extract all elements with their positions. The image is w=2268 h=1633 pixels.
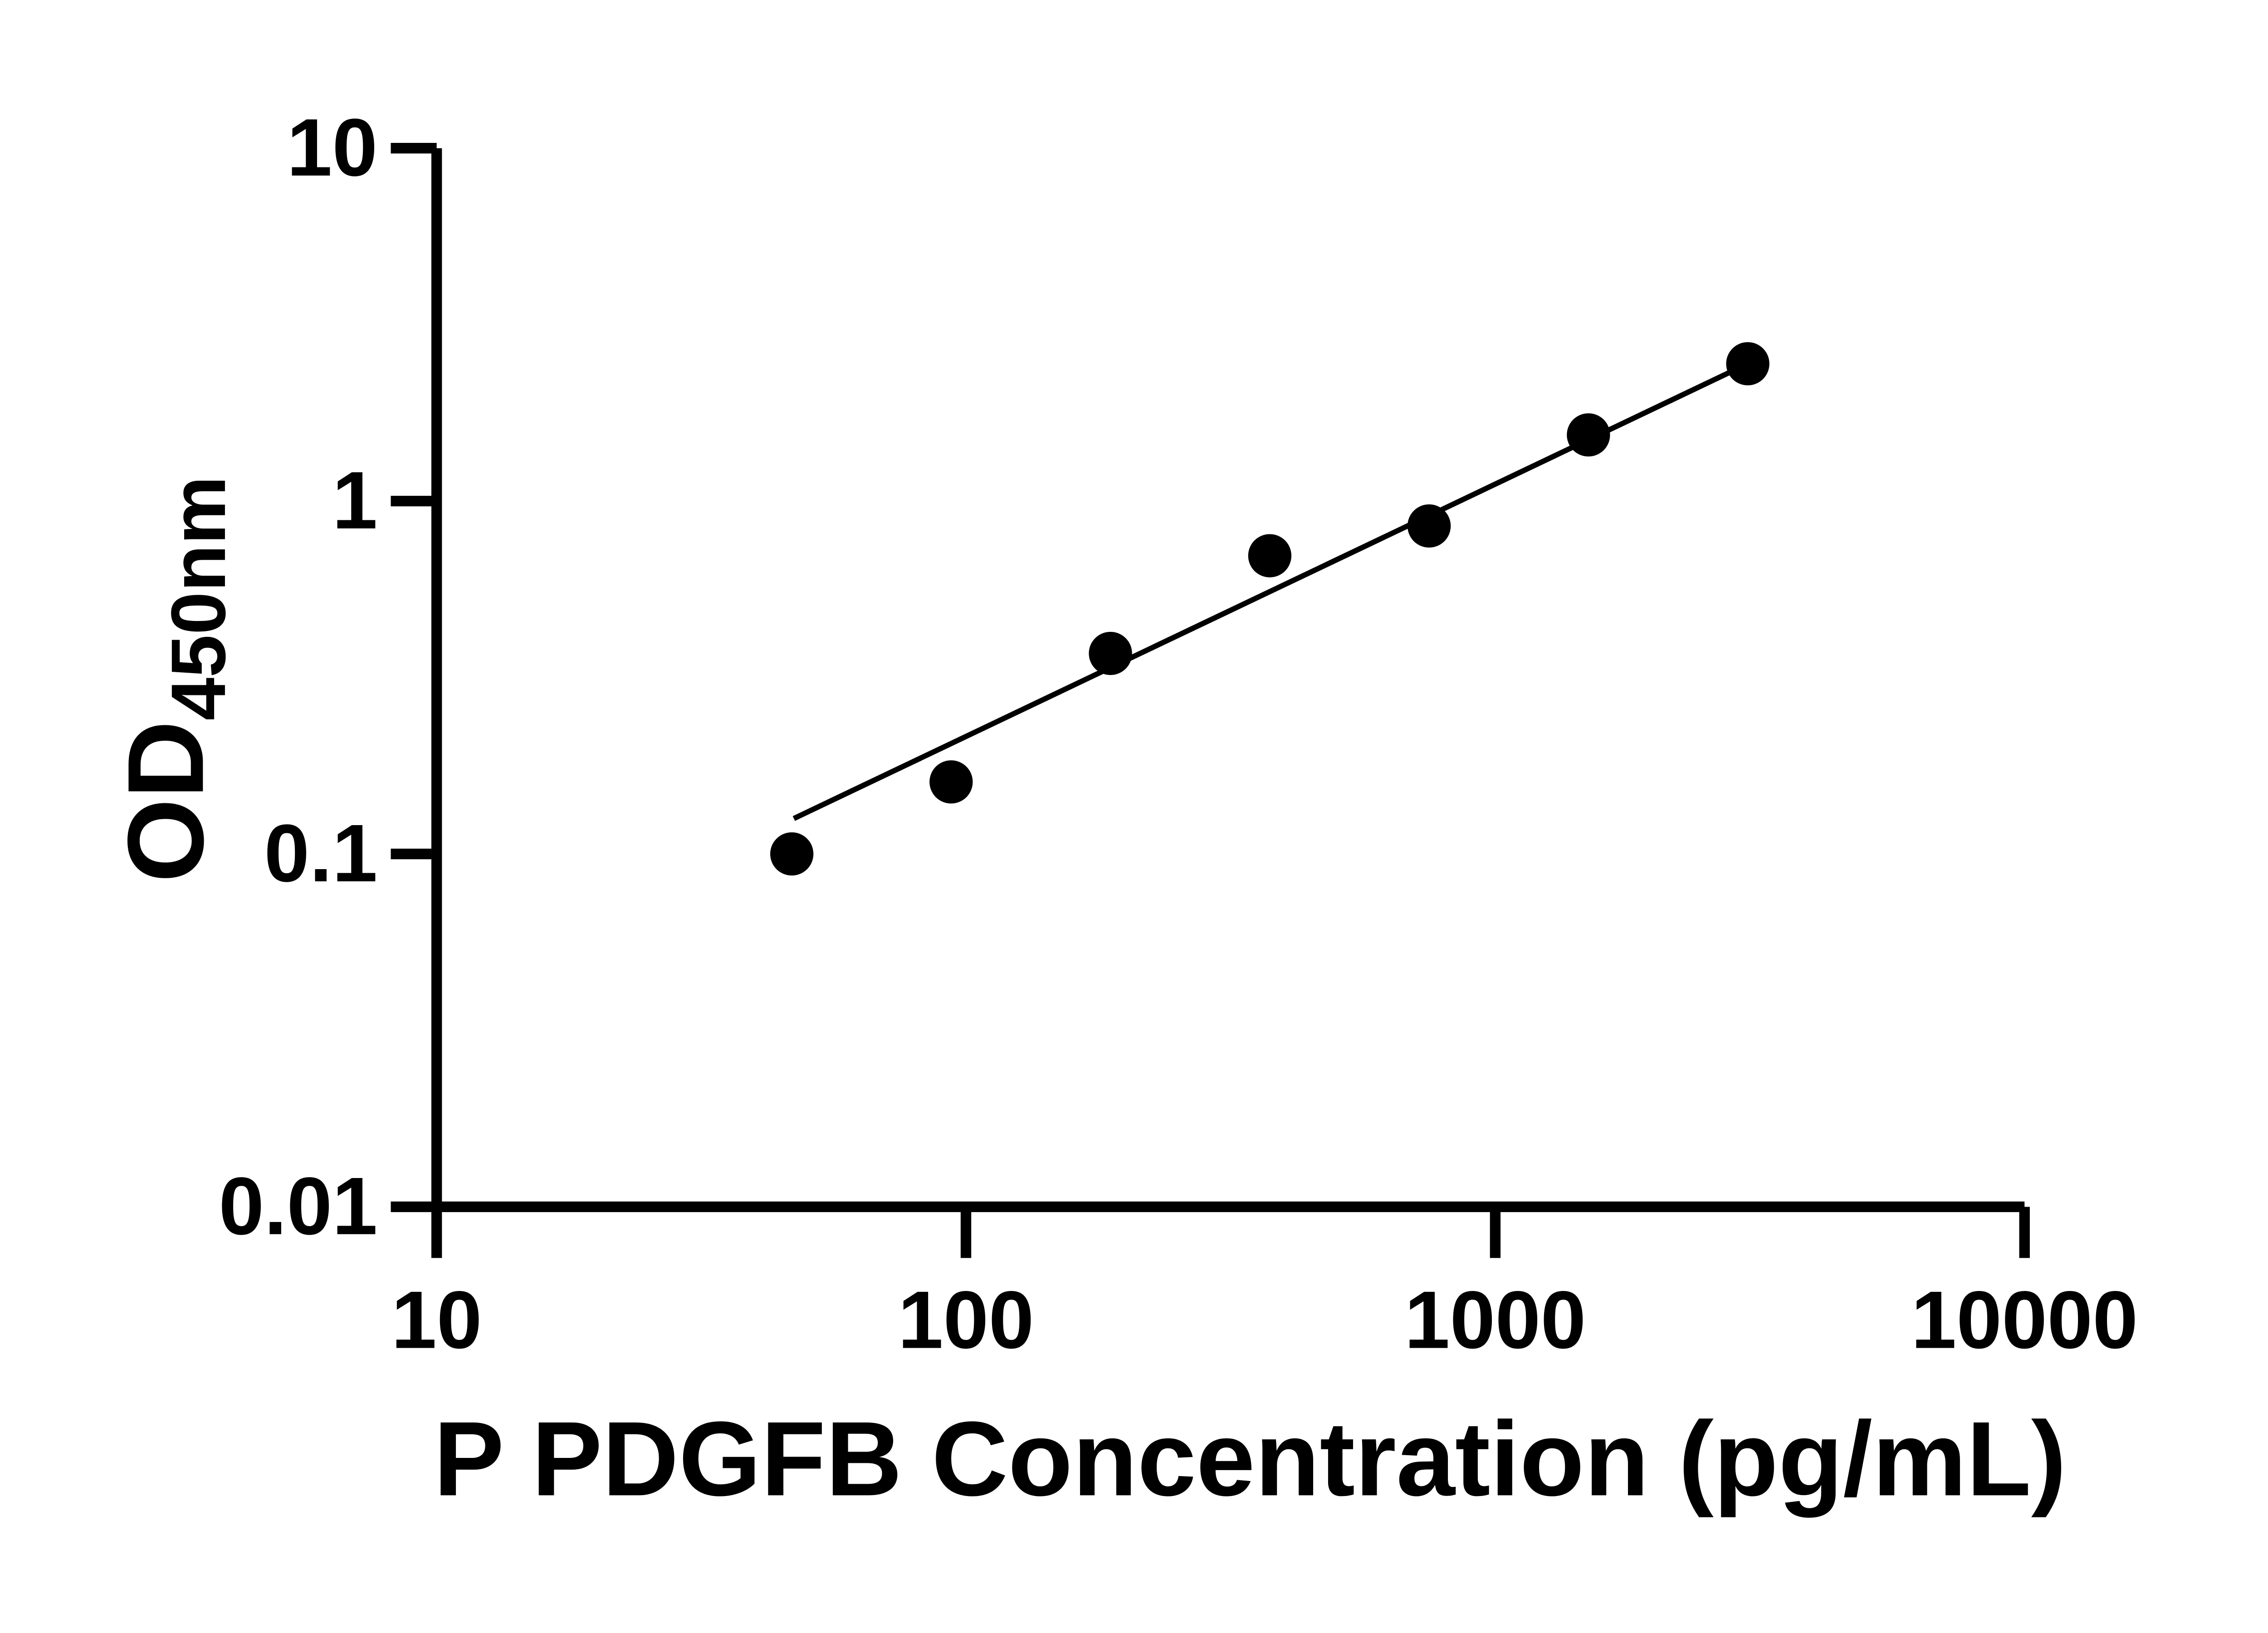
x-tick-label: 10000 [1911, 1275, 2138, 1366]
data-point [1407, 504, 1451, 548]
y-axis-label: OD450nm [105, 476, 242, 882]
data-point [1248, 534, 1291, 577]
data-point [1089, 631, 1132, 675]
axis-lines [431, 148, 2025, 1213]
x-axis-label: P PDGFB Concentration (pg/mL) [434, 1400, 2067, 1518]
x-tick-label: 10 [391, 1275, 482, 1366]
standard-curve-figure: 10 1 0.1 0.01 10 100 1000 10000 P PDGFB Concent… [105, 102, 2138, 1518]
x-tick-label: 100 [898, 1275, 1034, 1366]
y-axis-label-main: OD [105, 720, 226, 882]
y-axis-label-subscript: 450nm [156, 476, 242, 720]
data-point [1567, 413, 1610, 457]
data-point [929, 760, 973, 804]
data-point [770, 832, 814, 876]
x-tick-label: 1000 [1404, 1275, 1586, 1366]
y-tick-label: 1 [332, 455, 377, 546]
y-tick-label: 0.01 [219, 1161, 377, 1252]
y-tick-label: 0.1 [264, 808, 377, 899]
data-point [1726, 342, 1769, 386]
y-tick-label: 10 [287, 102, 377, 193]
